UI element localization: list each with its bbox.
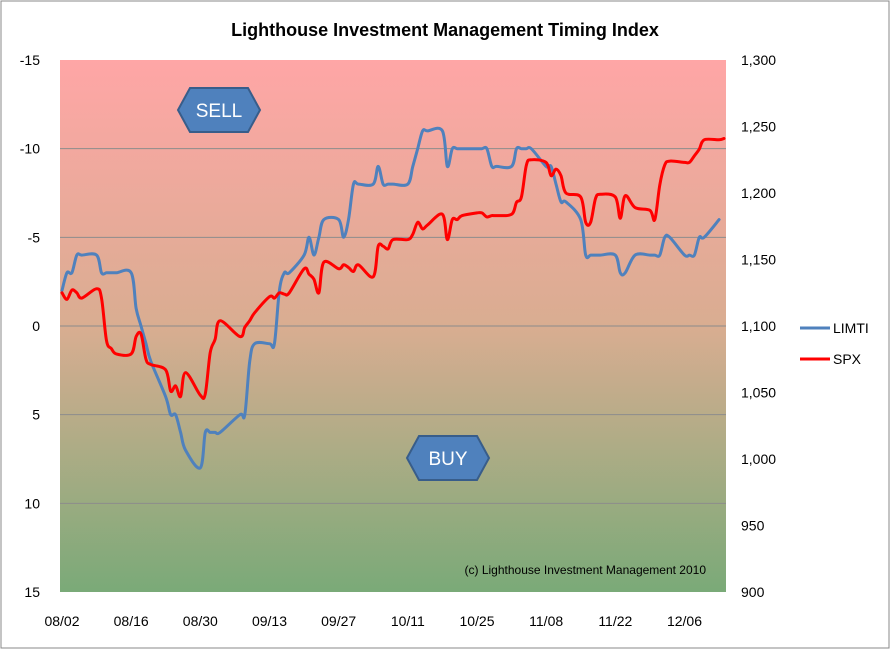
grid-lines	[60, 148, 726, 504]
sell-badge-shape	[176, 87, 262, 133]
left-tick-label: 10	[24, 495, 40, 511]
legend: LIMTI SPX	[800, 320, 869, 367]
right-tick-label: 1,300	[741, 52, 776, 68]
legend-label-spx: SPX	[833, 351, 862, 367]
left-tick-label: -5	[28, 229, 41, 245]
sell-badge: SELL	[176, 87, 262, 133]
left-tick-label: -15	[20, 52, 40, 68]
left-tick-label: -10	[20, 141, 40, 157]
right-axis: 1,300 1,250 1,200 1,150 1,100 1,050 1,000 950 90…	[741, 52, 776, 600]
x-tick-label: 09/27	[321, 613, 356, 629]
right-tick-label: 900	[741, 584, 765, 600]
left-axis: -15 -10 -5 0 5 10 15	[20, 52, 40, 600]
x-tick-label: 12/06	[667, 613, 702, 629]
x-tick-label: 08/30	[183, 613, 218, 629]
buy-badge: BUY	[405, 435, 491, 481]
right-tick-label: 1,250	[741, 119, 776, 135]
right-tick-label: 1,050	[741, 385, 776, 401]
left-tick-label: 15	[24, 584, 40, 600]
right-tick-label: 1,200	[741, 185, 776, 201]
chart-title: Lighthouse Investment Management Timing …	[231, 20, 659, 40]
right-tick-label: 1,150	[741, 252, 776, 268]
x-tick-label: 11/22	[598, 613, 632, 629]
series-line-spx	[60, 137, 726, 400]
left-tick-label: 0	[32, 318, 40, 334]
legend-label-limti: LIMTI	[833, 320, 869, 336]
sell-label: SELL	[196, 101, 242, 122]
x-axis: 08/02 08/16 08/30 09/13 09/27 10/11 10/25 11/08…	[44, 613, 702, 629]
buy-badge-shape	[405, 435, 491, 481]
right-tick-label: 1,000	[741, 451, 776, 467]
right-tick-label: 1,100	[741, 318, 776, 334]
x-tick-label: 08/02	[44, 613, 79, 629]
x-tick-label: 10/25	[459, 613, 494, 629]
buy-label: BUY	[428, 449, 467, 470]
x-tick-label: 11/08	[529, 613, 563, 629]
x-tick-label: 10/11	[391, 613, 425, 629]
x-tick-label: 08/16	[114, 613, 149, 629]
right-tick-label: 950	[741, 518, 765, 534]
copyright-note: (c) Lighthouse Investment Management 201…	[465, 563, 707, 577]
series-line-limti	[60, 126, 721, 470]
x-tick-label: 09/13	[252, 613, 287, 629]
left-tick-label: 5	[32, 407, 40, 423]
